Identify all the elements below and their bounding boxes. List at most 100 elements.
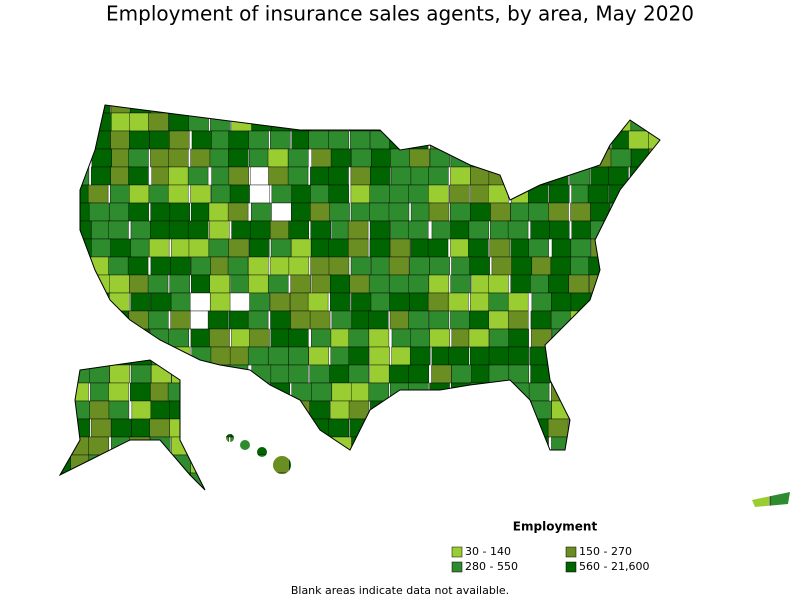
region	[547, 346, 569, 366]
region	[469, 436, 491, 456]
region	[729, 346, 750, 366]
region	[789, 328, 790, 348]
region	[127, 256, 149, 276]
region	[328, 490, 350, 507]
region	[350, 256, 372, 276]
region	[507, 292, 529, 312]
region	[168, 148, 189, 168]
region	[68, 184, 90, 204]
region	[60, 238, 71, 258]
region	[768, 292, 790, 312]
region	[331, 382, 353, 402]
region	[271, 509, 291, 527]
region	[189, 292, 211, 312]
region	[629, 292, 651, 312]
region	[788, 105, 790, 114]
region	[251, 112, 272, 132]
region	[109, 364, 130, 384]
region	[190, 364, 211, 384]
map	[60, 105, 800, 527]
region	[468, 220, 490, 240]
region	[228, 166, 250, 186]
region	[110, 238, 131, 258]
region	[410, 202, 432, 222]
region	[210, 112, 231, 132]
region	[211, 184, 232, 204]
region	[709, 346, 731, 366]
region	[248, 130, 269, 150]
region	[429, 418, 450, 438]
region	[311, 382, 332, 402]
region	[610, 472, 631, 492]
region	[251, 105, 272, 114]
region	[330, 454, 351, 474]
region	[568, 454, 590, 474]
region	[648, 436, 670, 456]
region	[550, 256, 572, 276]
region	[110, 346, 132, 366]
region	[551, 436, 572, 456]
region	[629, 220, 650, 240]
region	[588, 400, 610, 420]
region	[668, 418, 689, 438]
region	[670, 166, 692, 186]
region	[750, 105, 771, 114]
region	[669, 490, 691, 507]
region	[691, 490, 712, 507]
region	[428, 436, 449, 456]
legend-label: 150 - 270	[579, 545, 632, 558]
region	[308, 130, 329, 150]
region	[548, 472, 570, 492]
region	[411, 472, 432, 492]
region	[231, 418, 252, 438]
region	[510, 238, 531, 258]
region	[489, 105, 511, 114]
region	[149, 490, 171, 507]
region	[551, 310, 572, 330]
region	[208, 490, 229, 507]
region	[550, 364, 572, 384]
region	[60, 166, 69, 186]
region	[188, 436, 210, 456]
region	[670, 184, 692, 204]
region	[791, 491, 800, 509]
region	[71, 292, 92, 312]
region	[168, 220, 190, 240]
region	[791, 473, 800, 491]
region	[428, 472, 449, 492]
region	[369, 346, 390, 366]
legend-label: 280 - 550	[465, 560, 518, 573]
region	[609, 310, 630, 330]
region	[609, 238, 630, 258]
region	[488, 292, 510, 312]
region	[550, 130, 571, 150]
region	[370, 292, 392, 312]
region	[608, 184, 630, 204]
region	[148, 112, 169, 132]
region	[751, 400, 772, 420]
region	[60, 490, 70, 507]
region	[648, 274, 669, 294]
region	[311, 509, 331, 527]
region	[749, 220, 770, 240]
region	[492, 509, 512, 527]
region	[710, 274, 732, 294]
region	[148, 238, 170, 258]
region	[671, 382, 692, 402]
region	[409, 509, 429, 527]
region	[129, 472, 150, 492]
region	[427, 400, 449, 420]
region	[389, 130, 410, 150]
region	[791, 185, 800, 203]
region	[271, 184, 293, 204]
region	[789, 292, 790, 312]
region	[368, 274, 390, 294]
region	[191, 274, 212, 294]
region	[629, 436, 651, 456]
region	[689, 328, 711, 348]
region	[130, 220, 152, 240]
region	[629, 238, 650, 258]
region	[468, 328, 490, 348]
region	[187, 418, 209, 438]
region	[248, 382, 269, 402]
